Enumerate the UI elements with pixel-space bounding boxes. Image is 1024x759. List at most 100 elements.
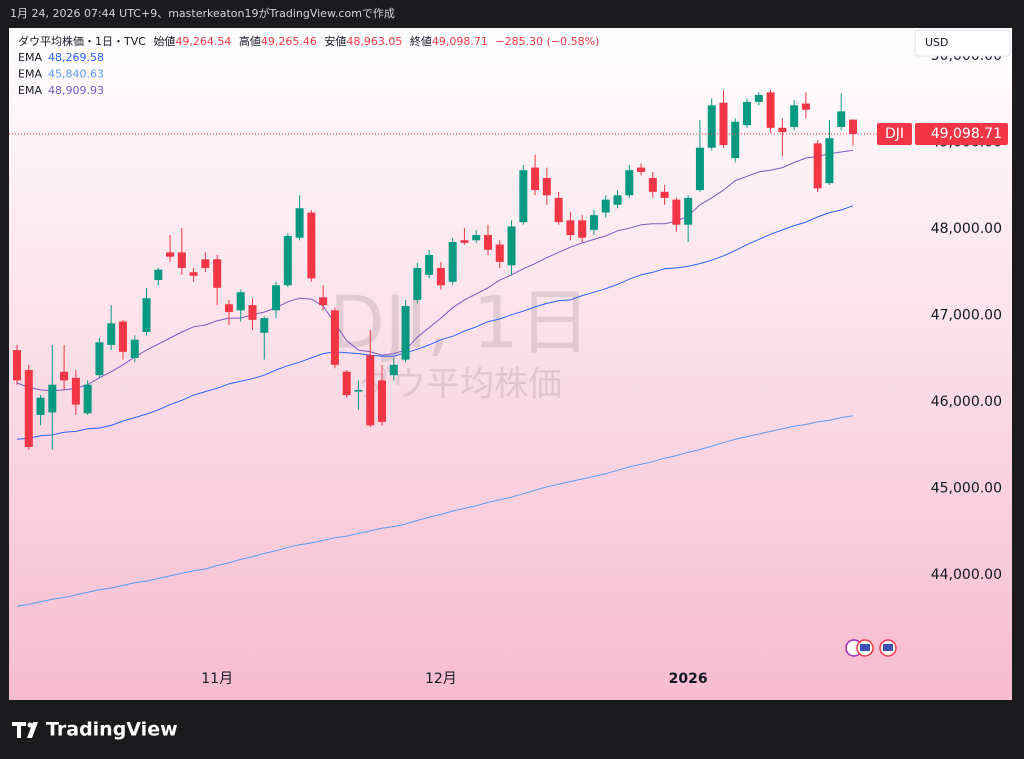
price-tag-text: 49,098.71 <box>931 126 1002 142</box>
icon <box>883 644 893 651</box>
candle-body <box>130 339 139 358</box>
legend-value: 45,840.63 <box>48 68 104 81</box>
candle-body <box>472 235 481 241</box>
candle-body <box>425 254 434 275</box>
ohlc-value: 49,264.54 <box>175 35 231 48</box>
candle-body <box>295 208 304 238</box>
change: −285.30 (−0.58%) <box>495 35 599 48</box>
legend-name: EMA <box>18 51 42 64</box>
candle-body <box>613 195 622 205</box>
candle-body <box>272 285 281 311</box>
candle-body <box>813 143 822 189</box>
candle-body <box>330 310 339 365</box>
ema-line <box>16 415 854 607</box>
legend-entry: EMA 48,909.93 <box>18 84 104 97</box>
candle-body <box>283 235 292 286</box>
candle-body <box>684 197 693 225</box>
candle-body <box>307 212 316 279</box>
candle-body <box>260 318 269 333</box>
candle-body <box>483 235 492 250</box>
candle-body <box>519 170 528 223</box>
candle-body <box>401 306 410 360</box>
candle-body <box>531 167 540 191</box>
candle-body <box>177 252 186 268</box>
ohlc-label: 終値 <box>410 34 432 48</box>
symbol-tag <box>877 122 912 145</box>
legend-value: 48,909.93 <box>48 84 104 97</box>
candle-body <box>849 119 857 134</box>
candle-body <box>60 371 69 381</box>
legend-value: 48,269.58 <box>48 51 104 64</box>
candle-body <box>36 397 45 415</box>
candle-body <box>154 269 163 281</box>
candle-body <box>71 377 80 405</box>
candle-body <box>319 297 328 306</box>
candle-body <box>378 380 387 422</box>
logo-mark <box>12 722 26 738</box>
chart-background <box>9 28 1012 700</box>
symbol-tag-text: DJI <box>885 126 904 142</box>
legend-name: EMA <box>18 68 42 81</box>
candle-body <box>83 384 92 414</box>
candle-body <box>672 199 681 225</box>
x-tick-label: 2026 <box>669 671 708 687</box>
event-icons <box>845 639 897 657</box>
candle-body <box>436 267 445 286</box>
ema-lines <box>16 149 854 607</box>
candle-body <box>837 111 846 127</box>
candle-body <box>801 103 810 110</box>
candles <box>13 89 857 450</box>
logo-mark <box>27 722 38 738</box>
candle-body <box>354 389 363 392</box>
candle-body <box>107 323 116 345</box>
candle-body <box>778 127 787 133</box>
candle-body <box>766 92 775 128</box>
candle-body <box>507 226 516 266</box>
candle-body <box>189 272 198 276</box>
ohlc-value: 48,963.05 <box>346 35 402 48</box>
candle-body <box>695 147 704 191</box>
candle-body <box>743 101 752 126</box>
candle-body <box>648 177 657 192</box>
ohlc-header: ダウ平均株価・1日・TVC 始値49,264.54 高値49,265.46 安値… <box>18 34 599 48</box>
last-price-tag: DJI 49,098.71 <box>9 122 1008 145</box>
legend-name: EMA <box>18 84 42 97</box>
candle-body <box>448 241 457 282</box>
candle-body <box>790 105 799 127</box>
legend: EMA 48,269.58 EMA 45,840.63 EMA 48,909.93 <box>18 51 104 97</box>
legend-entry: EMA 48,269.58 <box>18 51 104 64</box>
candle-body <box>24 370 33 447</box>
currency-box[interactable] <box>914 29 1011 57</box>
brand-logo <box>12 722 38 738</box>
legend-entry: EMA 45,840.63 <box>18 68 104 81</box>
candle-body <box>48 384 57 413</box>
x-tick-label: 12月 <box>425 671 457 687</box>
y-tick-label: 47,000.00 <box>931 308 1002 324</box>
candle-body <box>707 105 716 148</box>
ema-line <box>16 149 854 392</box>
candle-body <box>142 298 151 332</box>
currency[interactable]: USD <box>925 36 949 49</box>
y-tick-label: 44,000.00 <box>931 567 1002 583</box>
symbol-title: ダウ平均株価・1日・TVC <box>18 34 146 48</box>
price-tag <box>915 122 1008 145</box>
y-tick-label: 48,000.00 <box>931 221 1002 237</box>
candle-body <box>460 240 469 243</box>
candle-body <box>389 364 398 376</box>
candle-body <box>413 267 422 300</box>
candle-body <box>566 220 575 236</box>
candle-body <box>366 355 375 426</box>
logo-mark <box>27 722 33 728</box>
candle-body <box>201 259 210 268</box>
candle-body <box>637 167 646 172</box>
axes: 44,000.00 45,000.00 46,000.00 47,000.00 48,0… <box>201 48 1002 687</box>
y-tick-label: 45,000.00 <box>931 481 1002 497</box>
candle-body <box>236 292 245 311</box>
brand: TradingView <box>46 719 178 741</box>
ohlc-value: 49,098.71 <box>432 35 488 48</box>
candle-body <box>542 177 551 196</box>
candle-body <box>213 259 222 288</box>
ohlc-label: 高値 <box>239 34 261 48</box>
candle-body <box>754 94 763 102</box>
